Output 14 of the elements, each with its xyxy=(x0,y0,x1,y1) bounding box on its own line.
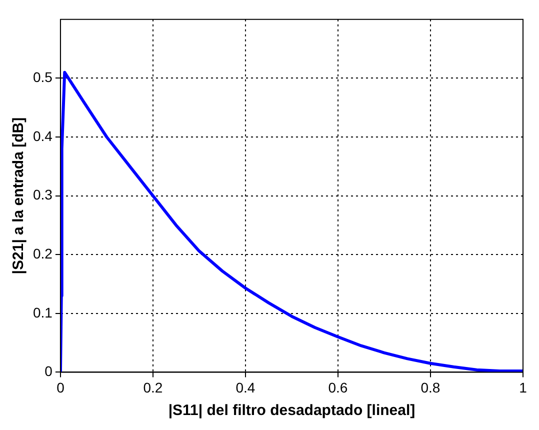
x-axis-title: |S11| del filtro desadaptado [lineal] xyxy=(168,402,416,420)
x-tick-label: 0.8 xyxy=(420,379,440,396)
x-tick-label: 0.6 xyxy=(328,379,348,396)
y-tick-label: 0.3 xyxy=(32,186,53,203)
x-tick-label: 1 xyxy=(519,379,528,396)
x-tick-label: 0.2 xyxy=(143,379,163,396)
y-tick-label: 0.2 xyxy=(32,245,53,262)
y-tick-label: 0.4 xyxy=(32,128,53,144)
y-tick-label: 0.1 xyxy=(32,304,53,320)
y-tick-label: 0 xyxy=(44,363,53,380)
y-tick-label: 0.5 xyxy=(32,69,53,86)
y-axis-title: |S21| a la entrada [dB] xyxy=(10,117,28,274)
x-tick-label: 0.4 xyxy=(236,379,256,396)
x-tick-label: 0 xyxy=(56,379,65,396)
